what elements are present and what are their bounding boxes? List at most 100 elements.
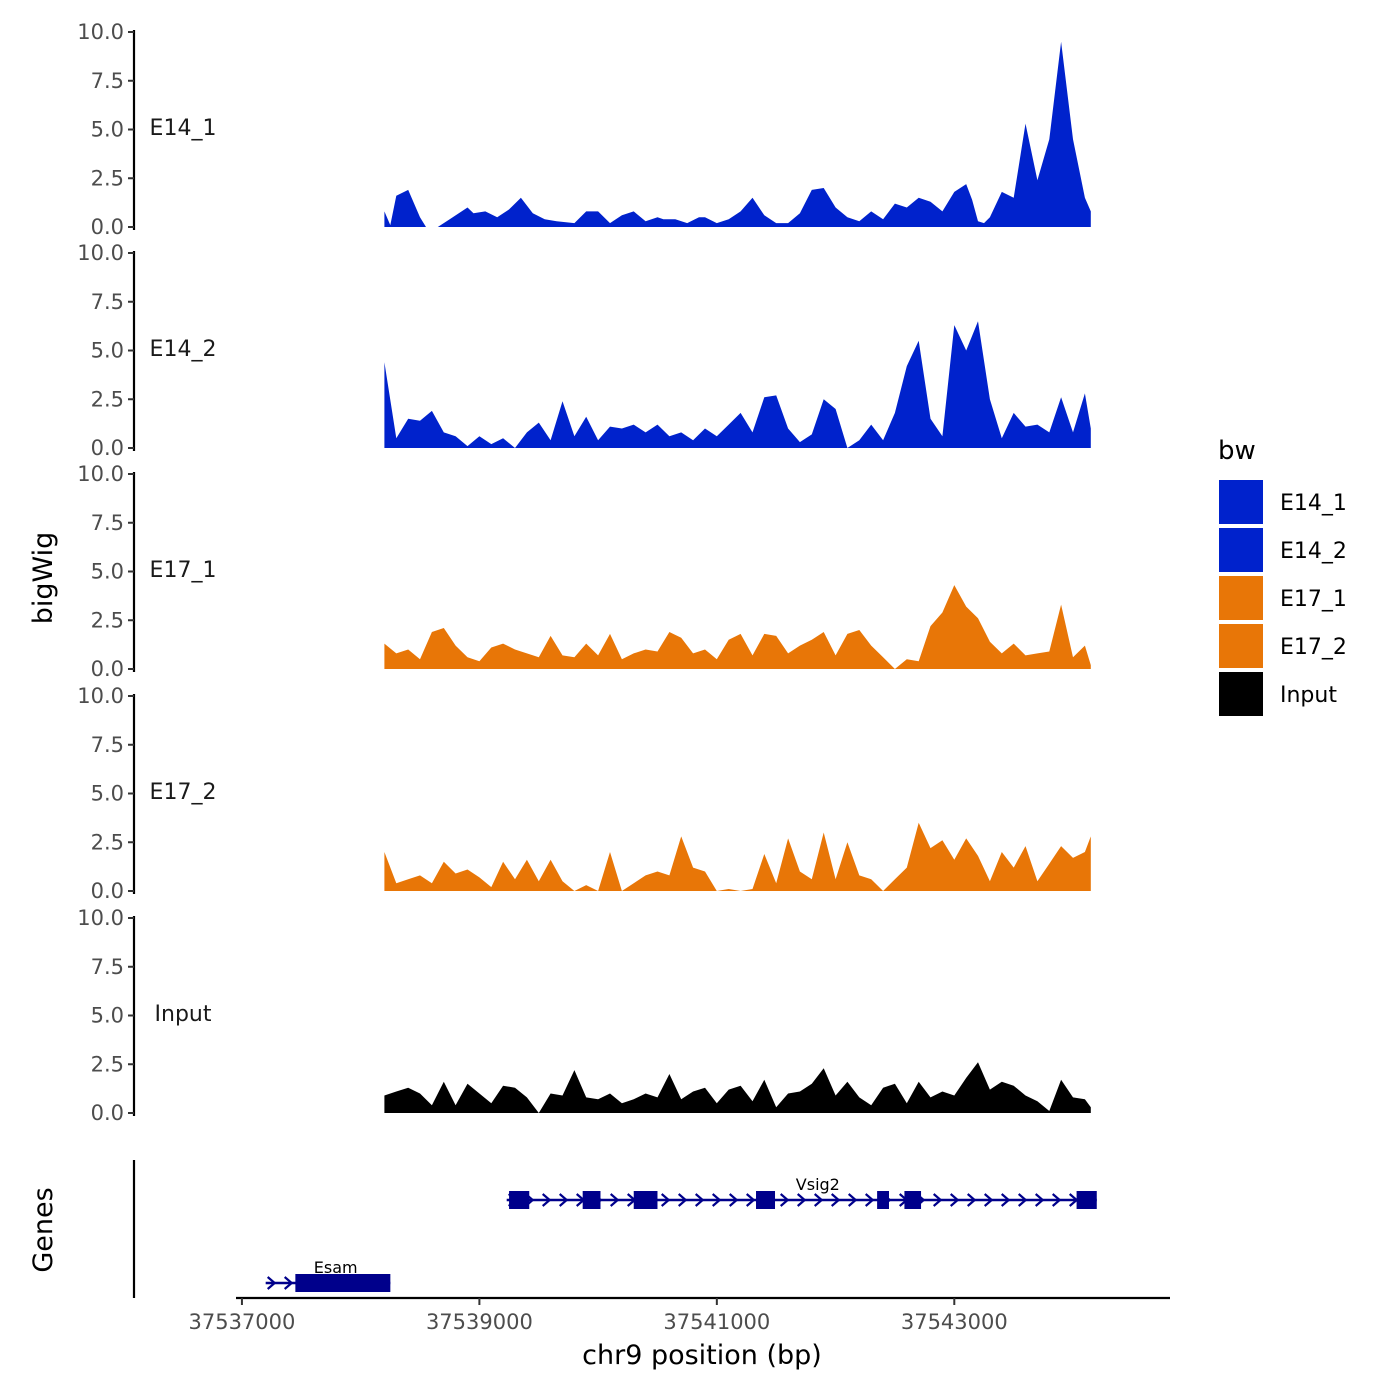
- strand-arrow: [711, 1193, 722, 1207]
- strand-arrow: [677, 1193, 688, 1207]
- x-tick-label: 37537000: [188, 1310, 295, 1334]
- gene-vsig2: Vsig2: [506, 1175, 1097, 1209]
- strand-arrow: [949, 1193, 960, 1207]
- legend-swatch: [1219, 480, 1263, 524]
- track-panel-e17-1: 0.0 2.5 5.0 7.5 10.0 E17_1: [77, 462, 1091, 681]
- y-tick-label: 7.5: [91, 290, 124, 314]
- exon: [756, 1191, 776, 1209]
- y-tick-label: 0.0: [91, 1101, 124, 1125]
- y-axis-title: bigWig: [28, 532, 59, 625]
- genes-axis-title: Genes: [28, 1187, 59, 1272]
- track-panel-input: 0.0 2.5 5.0 7.5 10.0 Input: [77, 906, 1091, 1125]
- exon: [509, 1191, 530, 1209]
- legend-label: E14_2: [1280, 539, 1347, 564]
- y-tick-label: 5.0: [91, 560, 124, 584]
- y-tick-label: 5.0: [91, 782, 124, 806]
- strand-arrow: [864, 1193, 875, 1207]
- legend: bw E14_1 E14_2 E17_1 E17_2 Input: [1218, 436, 1347, 716]
- strand-arrow: [609, 1193, 620, 1207]
- exon: [633, 1191, 658, 1209]
- strand-arrow: [266, 1276, 277, 1290]
- legend-swatch: [1219, 624, 1263, 668]
- legend-label: E14_1: [1280, 491, 1347, 516]
- legend-swatch: [1219, 576, 1263, 620]
- gene-label: Esam: [314, 1258, 358, 1277]
- exon: [582, 1191, 601, 1209]
- x-axis: 37537000 37539000 37541000 37543000: [188, 1296, 1170, 1334]
- y-tick-label: 7.5: [91, 733, 124, 757]
- area-e14-2: [384, 321, 1091, 448]
- y-tick-label: 0.0: [91, 436, 124, 460]
- legend-swatch: [1219, 528, 1263, 572]
- strand-arrow: [660, 1193, 671, 1207]
- strand-arrow: [694, 1193, 705, 1207]
- genes-panel: Esam Vsig2: [132, 1160, 1097, 1298]
- track-label: E14_2: [150, 337, 217, 362]
- gene-label: Vsig2: [796, 1175, 840, 1194]
- x-tick-label: 37543000: [901, 1310, 1008, 1334]
- strand-arrow: [983, 1193, 994, 1207]
- strand-arrow: [847, 1193, 858, 1207]
- y-tick-label: 2.5: [91, 608, 124, 632]
- y-tick-label: 10.0: [77, 241, 124, 265]
- legend-label: Input: [1280, 683, 1337, 708]
- strand-arrow: [1000, 1193, 1011, 1207]
- exon: [904, 1191, 922, 1209]
- exon: [1076, 1191, 1097, 1209]
- y-tick-label: 5.0: [91, 339, 124, 363]
- y-tick-label: 0.0: [91, 657, 124, 681]
- x-tick-label: 37541000: [663, 1310, 770, 1334]
- x-tick-label: 37539000: [426, 1310, 533, 1334]
- y-tick-label: 2.5: [91, 830, 124, 854]
- track-panel-e14-2: 0.0 2.5 5.0 7.5 10.0 E14_2: [77, 241, 1091, 460]
- y-tick-label: 5.0: [91, 118, 124, 142]
- track-panels: 0.0 2.5 5.0 7.5 10.0 E14_1 0.0 2.5 5.0 7.5 10.0 E14…: [77, 20, 1091, 1125]
- y-tick-label: 0.0: [91, 879, 124, 903]
- y-tick-label: 2.5: [91, 387, 124, 411]
- track-panel-e17-2: 0.0 2.5 5.0 7.5 10.0 E17_2: [77, 684, 1091, 903]
- track-label: Input: [155, 1002, 212, 1027]
- track-label: E14_1: [150, 116, 217, 141]
- exon: [295, 1274, 391, 1292]
- y-tick-label: 7.5: [91, 511, 124, 535]
- y-tick-label: 2.5: [91, 1052, 124, 1076]
- strand-arrow: [966, 1193, 977, 1207]
- strand-arrow: [830, 1193, 841, 1207]
- area-e17-1: [384, 585, 1091, 669]
- y-tick-label: 10.0: [77, 20, 124, 44]
- track-panel-e14-1: 0.0 2.5 5.0 7.5 10.0 E14_1: [77, 20, 1091, 239]
- legend-label: E17_1: [1280, 587, 1347, 612]
- y-tick-label: 7.5: [91, 955, 124, 979]
- y-tick-label: 7.5: [91, 69, 124, 93]
- strand-arrow: [813, 1193, 824, 1207]
- y-tick-label: 0.0: [91, 215, 124, 239]
- strand-arrow: [541, 1193, 552, 1207]
- x-axis-title: chr9 position (bp): [582, 1340, 822, 1371]
- strand-arrow: [1051, 1193, 1062, 1207]
- y-tick-label: 2.5: [91, 166, 124, 190]
- area-input: [384, 1062, 1091, 1113]
- track-label: E17_1: [150, 558, 217, 583]
- y-tick-label: 10.0: [77, 462, 124, 486]
- strand-arrow: [745, 1193, 756, 1207]
- strand-arrow: [728, 1193, 739, 1207]
- area-e17-2: [384, 822, 1091, 891]
- strand-arrow: [1034, 1193, 1045, 1207]
- strand-arrow: [779, 1193, 790, 1207]
- y-tick-label: 10.0: [77, 906, 124, 930]
- gene-esam: Esam: [265, 1258, 391, 1292]
- exon: [877, 1191, 889, 1209]
- strand-arrow: [1017, 1193, 1028, 1207]
- legend-title: bw: [1218, 436, 1256, 466]
- y-tick-label: 10.0: [77, 684, 124, 708]
- y-tick-label: 5.0: [91, 1004, 124, 1028]
- strand-arrow: [932, 1193, 943, 1207]
- strand-arrow: [558, 1193, 569, 1207]
- strand-arrow: [283, 1276, 294, 1290]
- area-e14-1: [384, 41, 1091, 227]
- strand-arrow: [796, 1193, 807, 1207]
- legend-swatch: [1219, 672, 1263, 716]
- track-label: E17_2: [150, 780, 217, 805]
- legend-label: E17_2: [1280, 635, 1347, 660]
